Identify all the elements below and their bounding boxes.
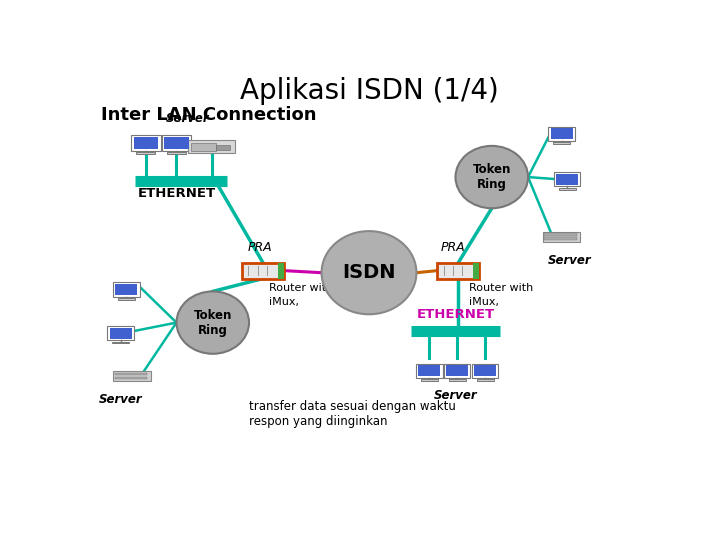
FancyBboxPatch shape <box>473 263 480 279</box>
FancyBboxPatch shape <box>543 232 580 241</box>
FancyBboxPatch shape <box>472 363 498 377</box>
FancyBboxPatch shape <box>114 373 147 375</box>
Text: Server: Server <box>433 389 477 402</box>
FancyBboxPatch shape <box>131 135 161 151</box>
FancyBboxPatch shape <box>444 363 470 377</box>
Ellipse shape <box>322 231 416 314</box>
FancyBboxPatch shape <box>418 365 440 376</box>
Text: iMux,: iMux, <box>269 297 299 307</box>
FancyBboxPatch shape <box>167 152 186 154</box>
Text: ETHERNET: ETHERNET <box>138 187 215 200</box>
Text: iMux,: iMux, <box>469 297 500 307</box>
Ellipse shape <box>176 292 249 354</box>
Text: ISDN: ISDN <box>342 263 396 282</box>
Text: Aplikasi ISDN (1/4): Aplikasi ISDN (1/4) <box>240 77 498 105</box>
FancyBboxPatch shape <box>544 238 577 240</box>
FancyBboxPatch shape <box>446 365 468 376</box>
FancyBboxPatch shape <box>278 263 284 279</box>
FancyBboxPatch shape <box>113 282 140 296</box>
FancyBboxPatch shape <box>556 174 578 185</box>
FancyBboxPatch shape <box>553 142 570 144</box>
FancyBboxPatch shape <box>216 145 230 150</box>
Text: Inter LAN Connection: Inter LAN Connection <box>101 106 317 124</box>
FancyBboxPatch shape <box>112 342 129 343</box>
FancyBboxPatch shape <box>477 379 494 381</box>
FancyBboxPatch shape <box>437 263 480 279</box>
FancyBboxPatch shape <box>118 298 135 300</box>
Text: Token
Ring: Token Ring <box>194 308 232 336</box>
FancyBboxPatch shape <box>544 233 577 235</box>
FancyBboxPatch shape <box>114 377 147 379</box>
Text: ETHERNET: ETHERNET <box>416 307 495 321</box>
Text: Server: Server <box>99 393 143 406</box>
FancyBboxPatch shape <box>133 137 158 149</box>
Ellipse shape <box>456 146 528 208</box>
FancyBboxPatch shape <box>136 152 156 154</box>
FancyBboxPatch shape <box>115 284 138 295</box>
Text: Router with: Router with <box>269 282 333 293</box>
FancyBboxPatch shape <box>554 172 580 186</box>
FancyBboxPatch shape <box>113 371 150 381</box>
FancyBboxPatch shape <box>242 263 284 279</box>
FancyBboxPatch shape <box>548 126 575 141</box>
Text: Router with: Router with <box>469 282 534 293</box>
Text: PRA: PRA <box>248 241 272 254</box>
FancyBboxPatch shape <box>559 188 575 190</box>
FancyBboxPatch shape <box>551 129 572 139</box>
FancyBboxPatch shape <box>164 137 189 149</box>
FancyBboxPatch shape <box>162 135 192 151</box>
FancyBboxPatch shape <box>109 328 132 339</box>
Text: Server: Server <box>166 112 210 125</box>
FancyBboxPatch shape <box>107 326 134 340</box>
FancyBboxPatch shape <box>420 379 438 381</box>
FancyBboxPatch shape <box>191 143 216 151</box>
Text: transfer data sesuai dengan waktu
respon yang diinginkan: transfer data sesuai dengan waktu respon… <box>249 400 456 428</box>
FancyBboxPatch shape <box>474 365 496 376</box>
FancyBboxPatch shape <box>416 363 443 377</box>
FancyBboxPatch shape <box>449 379 466 381</box>
Text: PRA: PRA <box>441 241 465 254</box>
Text: Token
Ring: Token Ring <box>472 163 511 191</box>
Text: Server: Server <box>548 254 592 267</box>
FancyBboxPatch shape <box>189 140 235 153</box>
